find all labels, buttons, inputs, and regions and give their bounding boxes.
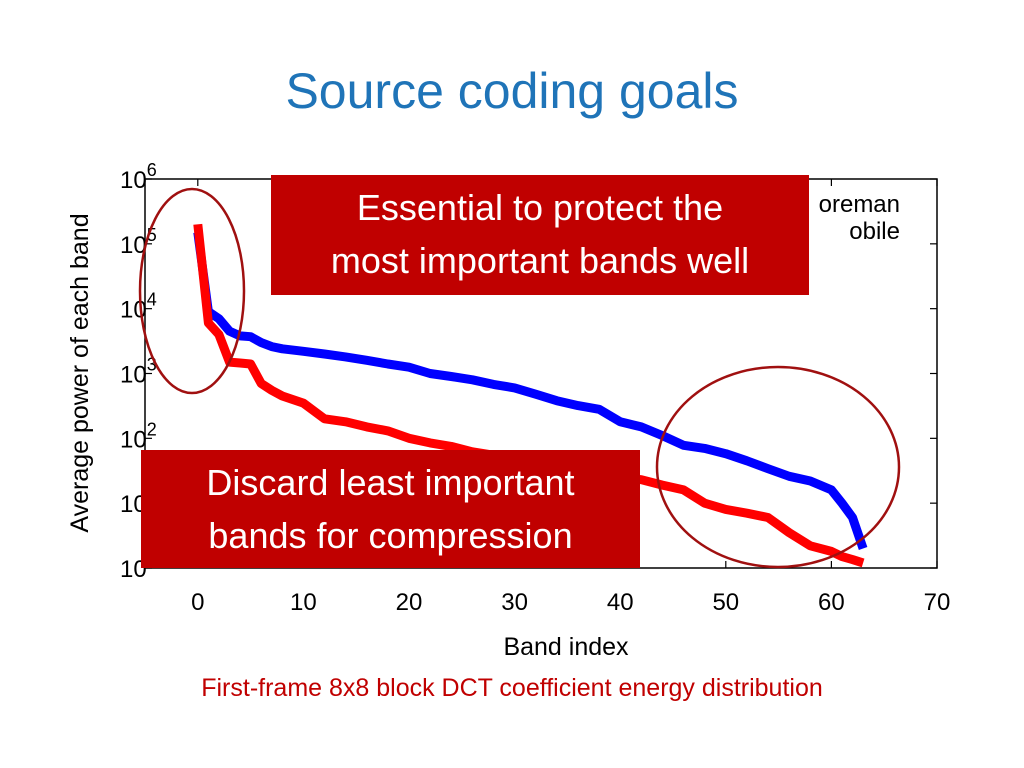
- x-axis-label: Band index: [503, 633, 629, 661]
- ellipse-highlight-low-bands: [138, 187, 246, 395]
- x-tick-label: 50: [712, 589, 739, 616]
- y-tick-base: 10: [120, 426, 147, 453]
- x-tick-label: 40: [607, 589, 634, 616]
- y-tick-exponent: 4: [147, 290, 157, 310]
- callout-top-line-2: most important bands well: [330, 240, 750, 281]
- y-tick-label: 104: [120, 290, 157, 324]
- ellipse-highlight-high-bands: [655, 365, 901, 569]
- x-tick-label: 60: [818, 589, 845, 616]
- callout-top-line-1: Essential to protect the: [356, 187, 724, 228]
- y-tick-label: 102: [120, 419, 157, 453]
- highlight-ellipses: [138, 187, 901, 569]
- y-tick-label: 103: [120, 355, 157, 389]
- y-tick-base: 10: [120, 362, 147, 389]
- y-axis-label: Average power of each band: [66, 213, 94, 532]
- y-tick-exponent: 6: [147, 160, 157, 180]
- y-tick-base: 10: [120, 167, 147, 194]
- callout-protect-important-bands: Essential to protect the most important …: [271, 175, 809, 295]
- x-tick-label: 20: [396, 589, 423, 616]
- y-tick-label: 106: [120, 160, 157, 194]
- x-tick-label: 0: [191, 589, 204, 616]
- y-tick-exponent: 5: [147, 225, 157, 245]
- legend-entry-mobile: obile: [849, 218, 900, 245]
- series-line-foreman: [193, 231, 868, 550]
- figure-caption: First-frame 8x8 block DCT coefficient en…: [201, 674, 823, 702]
- y-tick-exponent: 3: [147, 355, 157, 375]
- y-tick-exponent: 2: [147, 419, 157, 439]
- slide-title: Source coding goals: [285, 63, 739, 119]
- x-tick-label: 30: [501, 589, 528, 616]
- callout-bottom-line-2: bands for compression: [208, 515, 573, 556]
- callout-discard-least-important: Discard least important bands for compre…: [141, 450, 640, 568]
- x-tick-label: 70: [924, 589, 951, 616]
- legend-entry-foreman: oreman: [819, 191, 900, 218]
- callout-bottom-line-1: Discard least important: [206, 462, 575, 503]
- x-tick-label: 10: [290, 589, 317, 616]
